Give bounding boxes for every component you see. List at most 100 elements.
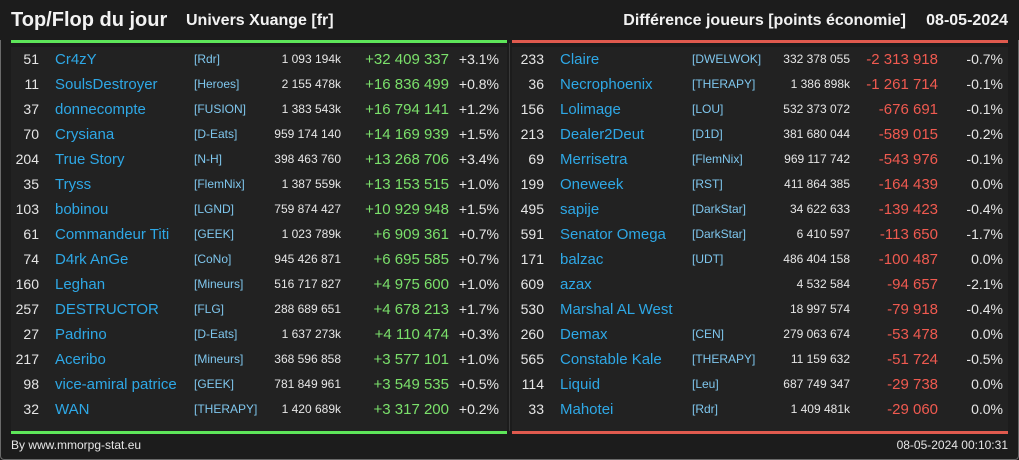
- player-name-link[interactable]: Oneweek: [560, 176, 624, 193]
- alliance-tag[interactable]: [Mineurs]: [194, 352, 244, 366]
- player-name-link[interactable]: Necrophoenix: [560, 76, 653, 93]
- alliance-tag[interactable]: [FlemNix]: [692, 152, 743, 166]
- top-row: 70 Crysiana [D-Eats] 959 174 140 +14 169 939…: [11, 122, 507, 147]
- player-name-link[interactable]: Claire: [560, 51, 600, 68]
- points-total: 6 410 597: [796, 227, 850, 241]
- flop-row: 114 Liquid [Leu] 687 749 347 -29 738 0.0%: [512, 372, 1008, 397]
- alliance-tag[interactable]: [D-Eats]: [194, 127, 238, 141]
- player-name-link[interactable]: vice-amiral patrice: [55, 376, 177, 393]
- flop-row: 565 Constable Kale [THERAPY] 11 159 632 -51 …: [512, 347, 1008, 372]
- player-name-link[interactable]: Padrino: [55, 326, 107, 343]
- points-difference: -29 060: [887, 401, 938, 418]
- player-rank: 495: [520, 201, 544, 217]
- alliance-tag[interactable]: [RST]: [692, 177, 723, 191]
- alliance-tag[interactable]: [DarkStar]: [692, 227, 747, 241]
- alliance-tag[interactable]: [DarkStar]: [692, 202, 747, 216]
- player-name-link[interactable]: D4rk AnGe: [55, 251, 129, 268]
- alliance-tag[interactable]: [CEN]: [692, 327, 725, 341]
- alliance-tag[interactable]: [DWELWOK]: [692, 52, 762, 66]
- player-name-link[interactable]: Mahotei: [560, 401, 614, 418]
- player-name-link[interactable]: Leghan: [55, 276, 106, 293]
- points-difference: +4 678 213: [373, 301, 450, 318]
- player-name-link[interactable]: True Story: [55, 151, 125, 168]
- player-name-link[interactable]: Demax: [560, 326, 608, 343]
- player-name-link[interactable]: Cr4zY: [55, 51, 97, 68]
- alliance-tag[interactable]: [Rdr]: [194, 52, 221, 66]
- player-name-link[interactable]: Marshal AL West: [560, 301, 673, 318]
- alliance-tag[interactable]: [FLG]: [194, 302, 225, 316]
- universe-label: Univers Xuange [fr]: [186, 12, 334, 29]
- flop-row: 33 Mahotei [Rdr] 1 409 481k -29 060 0.0%: [512, 397, 1008, 422]
- player-rank: 70: [23, 126, 39, 142]
- player-name-link[interactable]: bobinou: [55, 201, 109, 218]
- top-losers-panel: 233 Claire [DWELWOK] 332 378 055 -2 313 918 -…: [512, 47, 1008, 431]
- player-name-link[interactable]: sapije: [560, 201, 600, 218]
- alliance-tag[interactable]: [FUSION]: [194, 102, 247, 116]
- alliance-tag[interactable]: [GEEK]: [194, 377, 235, 391]
- player-name-link[interactable]: Constable Kale: [560, 351, 662, 368]
- points-total: 4 532 584: [796, 277, 850, 291]
- top-row: 61 Commandeur Titi [GEEK] 1 023 789k +6 909 …: [11, 222, 507, 247]
- points-difference: +4 975 600: [373, 276, 450, 293]
- alliance-tag[interactable]: [D1D]: [692, 127, 723, 141]
- player-name-link[interactable]: Dealer2Deut: [560, 126, 645, 143]
- player-name-link[interactable]: Senator Omega: [560, 226, 666, 243]
- points-total: 279 063 674: [783, 327, 850, 341]
- player-name-link[interactable]: SoulsDestroyer: [55, 76, 158, 93]
- alliance-tag[interactable]: [UDT]: [692, 252, 724, 266]
- alliance-tag[interactable]: [N-H]: [194, 152, 222, 166]
- points-total: 759 874 427: [274, 202, 341, 216]
- alliance-tag[interactable]: [Rdr]: [692, 402, 719, 416]
- points-total: 332 378 055: [783, 52, 850, 66]
- top-row: 35 Tryss [FlemNix] 1 387 559k +13 153 515 +1.…: [11, 172, 507, 197]
- player-name-link[interactable]: donnecompte: [55, 101, 146, 118]
- player-name-link[interactable]: DESTRUCTOR: [55, 301, 159, 318]
- points-total: 2 155 478k: [281, 77, 341, 91]
- panel-divider: [509, 43, 510, 431]
- header: Top/Flop du jour Univers Xuange [fr] Dif…: [0, 0, 1019, 40]
- player-rank: 103: [15, 201, 39, 217]
- points-total: 381 680 044: [783, 127, 850, 141]
- points-total: 368 596 858: [274, 352, 341, 366]
- alliance-tag[interactable]: [Leu]: [692, 377, 719, 391]
- points-difference: -2 313 918: [866, 51, 938, 68]
- player-name-link[interactable]: Merrisetra: [560, 151, 628, 168]
- flop-accent-bar-bottom: [512, 431, 1008, 434]
- site-credit: By www.mmorpg-stat.eu: [11, 438, 142, 452]
- percent-change: 0.0%: [971, 376, 1003, 392]
- percent-change: +1.0%: [458, 351, 499, 367]
- alliance-tag[interactable]: [THERAPY]: [692, 352, 756, 366]
- player-name-link[interactable]: Crysiana: [55, 126, 115, 143]
- player-name-link[interactable]: WAN: [55, 401, 90, 418]
- player-name-link[interactable]: Liquid: [560, 376, 601, 393]
- alliance-tag[interactable]: [THERAPY]: [692, 77, 756, 91]
- top-gainers-panel: 51 Cr4zY [Rdr] 1 093 194k +32 409 337 +3.1% 11…: [11, 47, 507, 431]
- points-difference: -53 478: [887, 326, 938, 343]
- player-name-link[interactable]: azax: [560, 276, 592, 293]
- points-total: 288 689 651: [274, 302, 341, 316]
- top-row: 103 bobinou [LGND] 759 874 427 +10 929 948 +1…: [11, 197, 507, 222]
- alliance-tag[interactable]: [Mineurs]: [194, 277, 244, 291]
- alliance-tag[interactable]: [FlemNix]: [194, 177, 245, 191]
- alliance-tag[interactable]: [Heroes]: [194, 77, 240, 91]
- points-total: 687 749 347: [783, 377, 850, 391]
- flop-row: 199 Oneweek [RST] 411 864 385 -164 439 0.0%: [512, 172, 1008, 197]
- alliance-tag[interactable]: [LGND]: [194, 202, 235, 216]
- player-name-link[interactable]: Aceribo: [55, 351, 106, 368]
- player-rank: 36: [528, 76, 544, 92]
- alliance-tag[interactable]: [LOU]: [692, 102, 724, 116]
- percent-change: 0.0%: [971, 251, 1003, 267]
- alliance-tag[interactable]: [GEEK]: [194, 227, 235, 241]
- player-rank: 156: [520, 101, 544, 117]
- generated-timestamp: 08-05-2024 00:10:31: [896, 438, 1008, 452]
- flop-row: 69 Merrisetra [FlemNix] 969 117 742 -543 976…: [512, 147, 1008, 172]
- alliance-tag[interactable]: [CoNo]: [194, 252, 232, 266]
- alliance-tag[interactable]: [THERAPY]: [194, 402, 258, 416]
- player-name-link[interactable]: Lolimage: [560, 101, 621, 118]
- points-difference: -139 423: [878, 201, 938, 218]
- player-name-link[interactable]: Tryss: [55, 176, 92, 193]
- alliance-tag[interactable]: [D-Eats]: [194, 327, 238, 341]
- player-name-link[interactable]: balzac: [560, 251, 604, 268]
- top-row: 204 True Story [N-H] 398 463 760 +13 268 706…: [11, 147, 507, 172]
- player-name-link[interactable]: Commandeur Titi: [55, 226, 170, 243]
